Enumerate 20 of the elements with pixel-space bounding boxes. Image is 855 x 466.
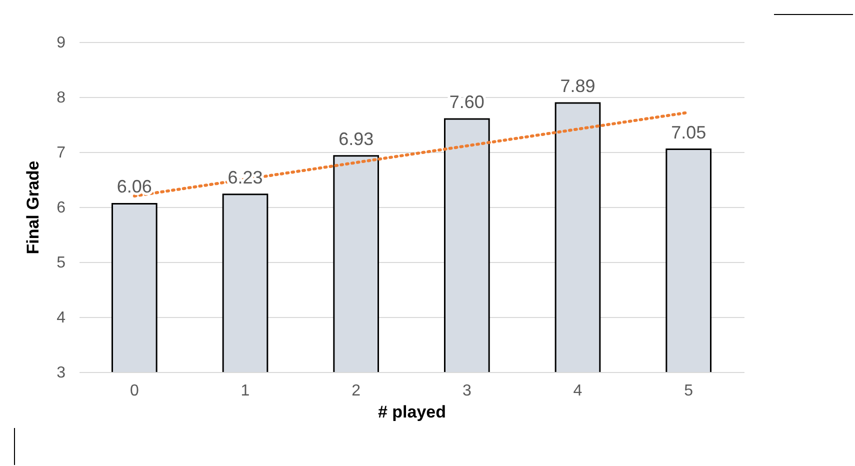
y-tick-label: 3 <box>56 364 66 382</box>
y-tick-label: 7 <box>56 144 66 162</box>
y-tick-label: 8 <box>56 90 66 106</box>
x-tick-label: 5 <box>684 382 694 400</box>
x-tick-label: 0 <box>130 382 139 400</box>
data-label: 6.93 <box>338 128 374 149</box>
data-label: 6.06 <box>116 176 152 197</box>
data-label: 7.60 <box>449 92 484 112</box>
y-tick-label: 6 <box>56 200 66 216</box>
y-axis-title: Final Grade <box>24 160 43 254</box>
x-tick-label: 3 <box>462 382 472 400</box>
y-tick-label: 5 <box>56 254 66 272</box>
data-label: 7.89 <box>560 76 596 96</box>
data-label: 7.05 <box>671 122 706 142</box>
x-tick-label: 1 <box>240 382 250 400</box>
y-tick-label: 9 <box>56 34 66 52</box>
x-tick-label: 2 <box>352 382 361 400</box>
x-tick-label: 4 <box>573 382 582 400</box>
x-axis-title: # played <box>378 402 446 422</box>
y-tick-label: 4 <box>56 310 66 326</box>
